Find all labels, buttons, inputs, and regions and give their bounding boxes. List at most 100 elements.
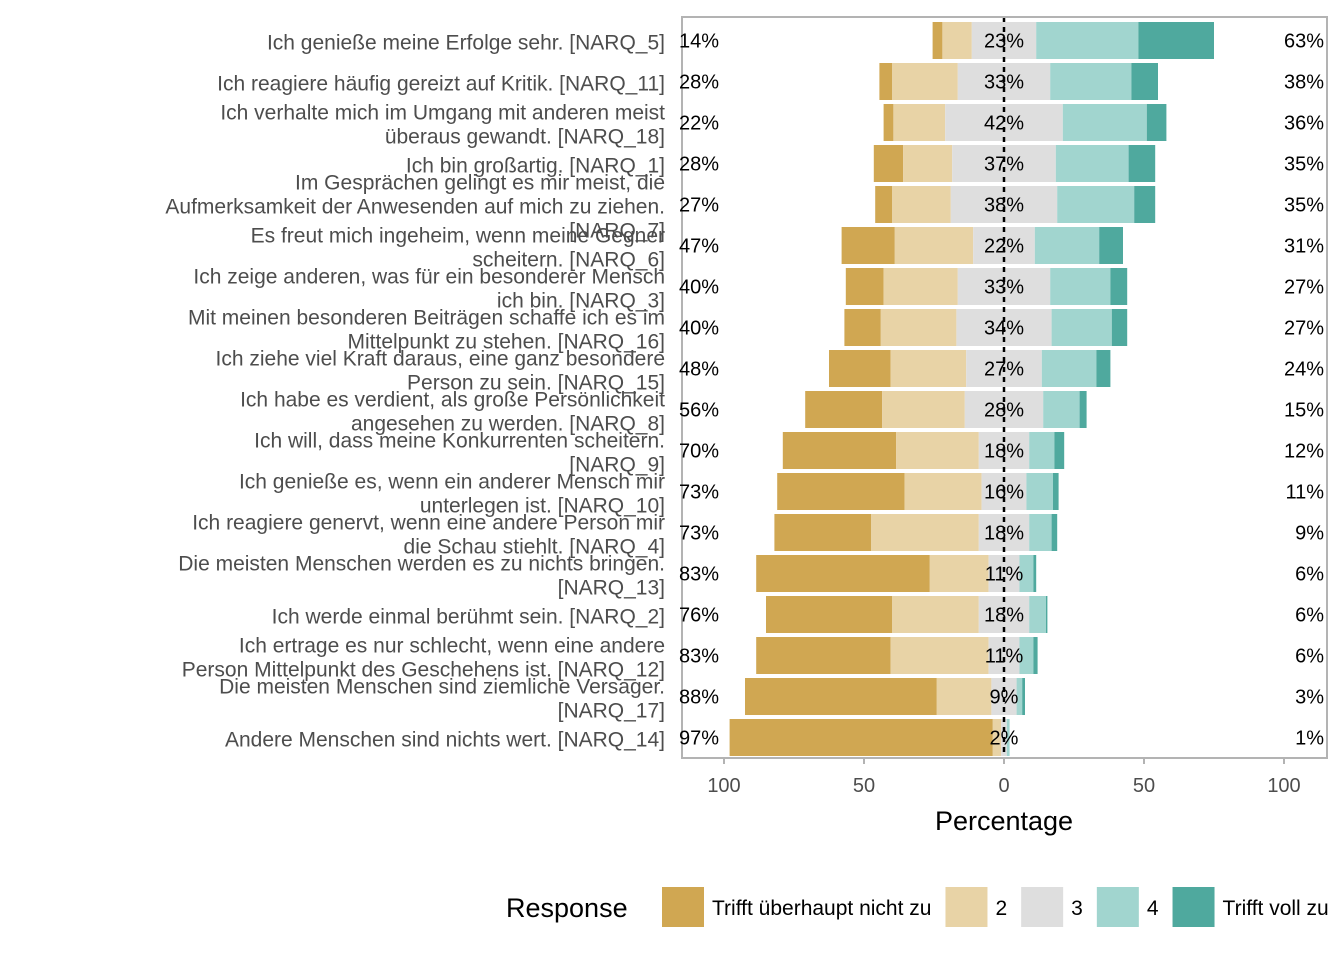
low-percent-label: 56% — [679, 400, 719, 422]
percent-labels: 14% 23% 63% 28% 33% 38% 22% 42% 36% 28% 37% 35% 27% 3… — [679, 31, 1324, 750]
bar-segment — [1019, 637, 1034, 674]
bar-segment — [883, 104, 894, 141]
x-axis-title: Percentage — [935, 806, 1073, 836]
bar-segment — [782, 432, 897, 469]
bar-segment — [896, 432, 979, 469]
bar-segment — [1041, 350, 1097, 387]
bar-segment — [883, 268, 958, 305]
low-percent-label: 27% — [679, 195, 719, 217]
high-percent-label: 11% — [1285, 482, 1324, 504]
bar-segment — [1062, 104, 1147, 141]
y-axis-label: Ich reagiere häufig gereizt auf Kritik. … — [217, 73, 665, 96]
bar-segment — [1053, 473, 1059, 510]
bar-segment — [978, 596, 1030, 633]
high-percent-label: 6% — [1295, 605, 1324, 627]
mid-percent-label: 9% — [990, 687, 1019, 709]
mid-percent-label: 37% — [984, 154, 1024, 176]
low-percent-label: 88% — [679, 687, 719, 709]
bar-segment — [892, 63, 958, 100]
bar-segment — [890, 350, 967, 387]
bar-segment — [873, 145, 904, 182]
bar-segment — [929, 555, 989, 592]
low-percent-label: 22% — [679, 113, 719, 135]
bar-segment — [1111, 309, 1128, 346]
bar-segment — [1110, 268, 1128, 305]
x-tick-label: 100 — [1267, 775, 1300, 797]
high-percent-label: 35% — [1284, 154, 1324, 176]
high-percent-label: 63% — [1284, 31, 1324, 53]
low-percent-label: 83% — [679, 646, 719, 668]
y-axis-label: Ich genieße es, wenn ein anderer Mensch … — [239, 471, 665, 518]
mid-percent-label: 42% — [984, 113, 1024, 135]
bar-segment — [1043, 391, 1080, 428]
bar-segment — [1138, 22, 1214, 59]
legend-title: Response — [506, 893, 628, 923]
low-percent-label: 14% — [679, 31, 719, 53]
bar-segment — [904, 473, 982, 510]
legend-swatch — [1021, 887, 1064, 927]
low-percent-label: 73% — [679, 523, 719, 545]
y-axis-label: Ich verhalte mich im Umgang mit anderen … — [220, 102, 665, 149]
bar-segment — [1033, 637, 1038, 674]
bar-segment — [879, 63, 892, 100]
mid-percent-label: 18% — [984, 441, 1024, 463]
bar-segment — [1029, 514, 1052, 551]
legend-label: Trifft überhaupt nicht zu — [712, 897, 931, 920]
bar-segment — [992, 719, 1002, 756]
bar-segment — [774, 514, 871, 551]
bar-segment — [844, 309, 881, 346]
bar-layer — [729, 22, 1214, 756]
mid-percent-label: 2% — [990, 728, 1019, 750]
legend-label: 2 — [995, 897, 1007, 920]
high-percent-label: 35% — [1284, 195, 1324, 217]
mid-percent-label: 27% — [984, 359, 1024, 381]
bar-segment — [942, 22, 972, 59]
x-tick-label: 100 — [707, 775, 740, 797]
low-percent-label: 47% — [679, 236, 719, 258]
bar-segment — [766, 596, 892, 633]
mid-percent-label: 34% — [984, 318, 1024, 340]
high-percent-label: 1% — [1295, 728, 1324, 750]
low-percent-label: 28% — [679, 72, 719, 94]
bar-segment — [1131, 63, 1158, 100]
bar-segment — [871, 514, 979, 551]
legend-swatch — [662, 887, 704, 927]
y-axis-label: Ich habe es verdient, als große Persönli… — [240, 389, 665, 436]
mid-percent-label: 23% — [984, 31, 1024, 53]
bar-segment — [890, 637, 989, 674]
bar-segment — [1128, 145, 1156, 182]
bar-segment — [805, 391, 883, 428]
bar-segment — [841, 227, 895, 264]
low-percent-label: 48% — [679, 359, 719, 381]
bar-segment — [932, 22, 943, 59]
low-percent-label: 28% — [679, 154, 719, 176]
high-percent-label: 38% — [1284, 72, 1324, 94]
y-axis-label: Die meisten Menschen sind ziemliche Vers… — [219, 676, 665, 723]
high-percent-label: 12% — [1284, 441, 1324, 463]
y-axis-label: Ich will, dass meine Konkurrenten scheit… — [254, 430, 665, 477]
y-axis-label: Ich reagiere genervt, wenn eine andere P… — [192, 512, 665, 559]
low-percent-label: 97% — [679, 728, 719, 750]
bar-segment — [1096, 350, 1111, 387]
high-percent-label: 15% — [1284, 400, 1324, 422]
mid-percent-label: 18% — [984, 605, 1024, 627]
mid-percent-label: 28% — [984, 400, 1024, 422]
bar-segment — [1046, 596, 1048, 633]
low-percent-label: 83% — [679, 564, 719, 586]
low-percent-label: 40% — [679, 277, 719, 299]
bar-segment — [950, 186, 1058, 223]
bar-segment — [880, 309, 957, 346]
high-percent-label: 31% — [1284, 236, 1324, 258]
bar-segment — [894, 227, 974, 264]
bar-segment — [875, 186, 892, 223]
bar-segment — [1050, 268, 1111, 305]
bar-segment — [1029, 596, 1046, 633]
bar-segment — [845, 268, 884, 305]
y-axis-label: Ich genieße meine Erfolge sehr. [NARQ_5] — [267, 32, 665, 55]
bar-segment — [1079, 391, 1087, 428]
bar-segment — [777, 473, 905, 510]
y-axis-label: Andere Menschen sind nichts wert. [NARQ_… — [225, 729, 665, 752]
mid-percent-label: 16% — [984, 482, 1024, 504]
x-tick-label: 50 — [853, 775, 875, 797]
